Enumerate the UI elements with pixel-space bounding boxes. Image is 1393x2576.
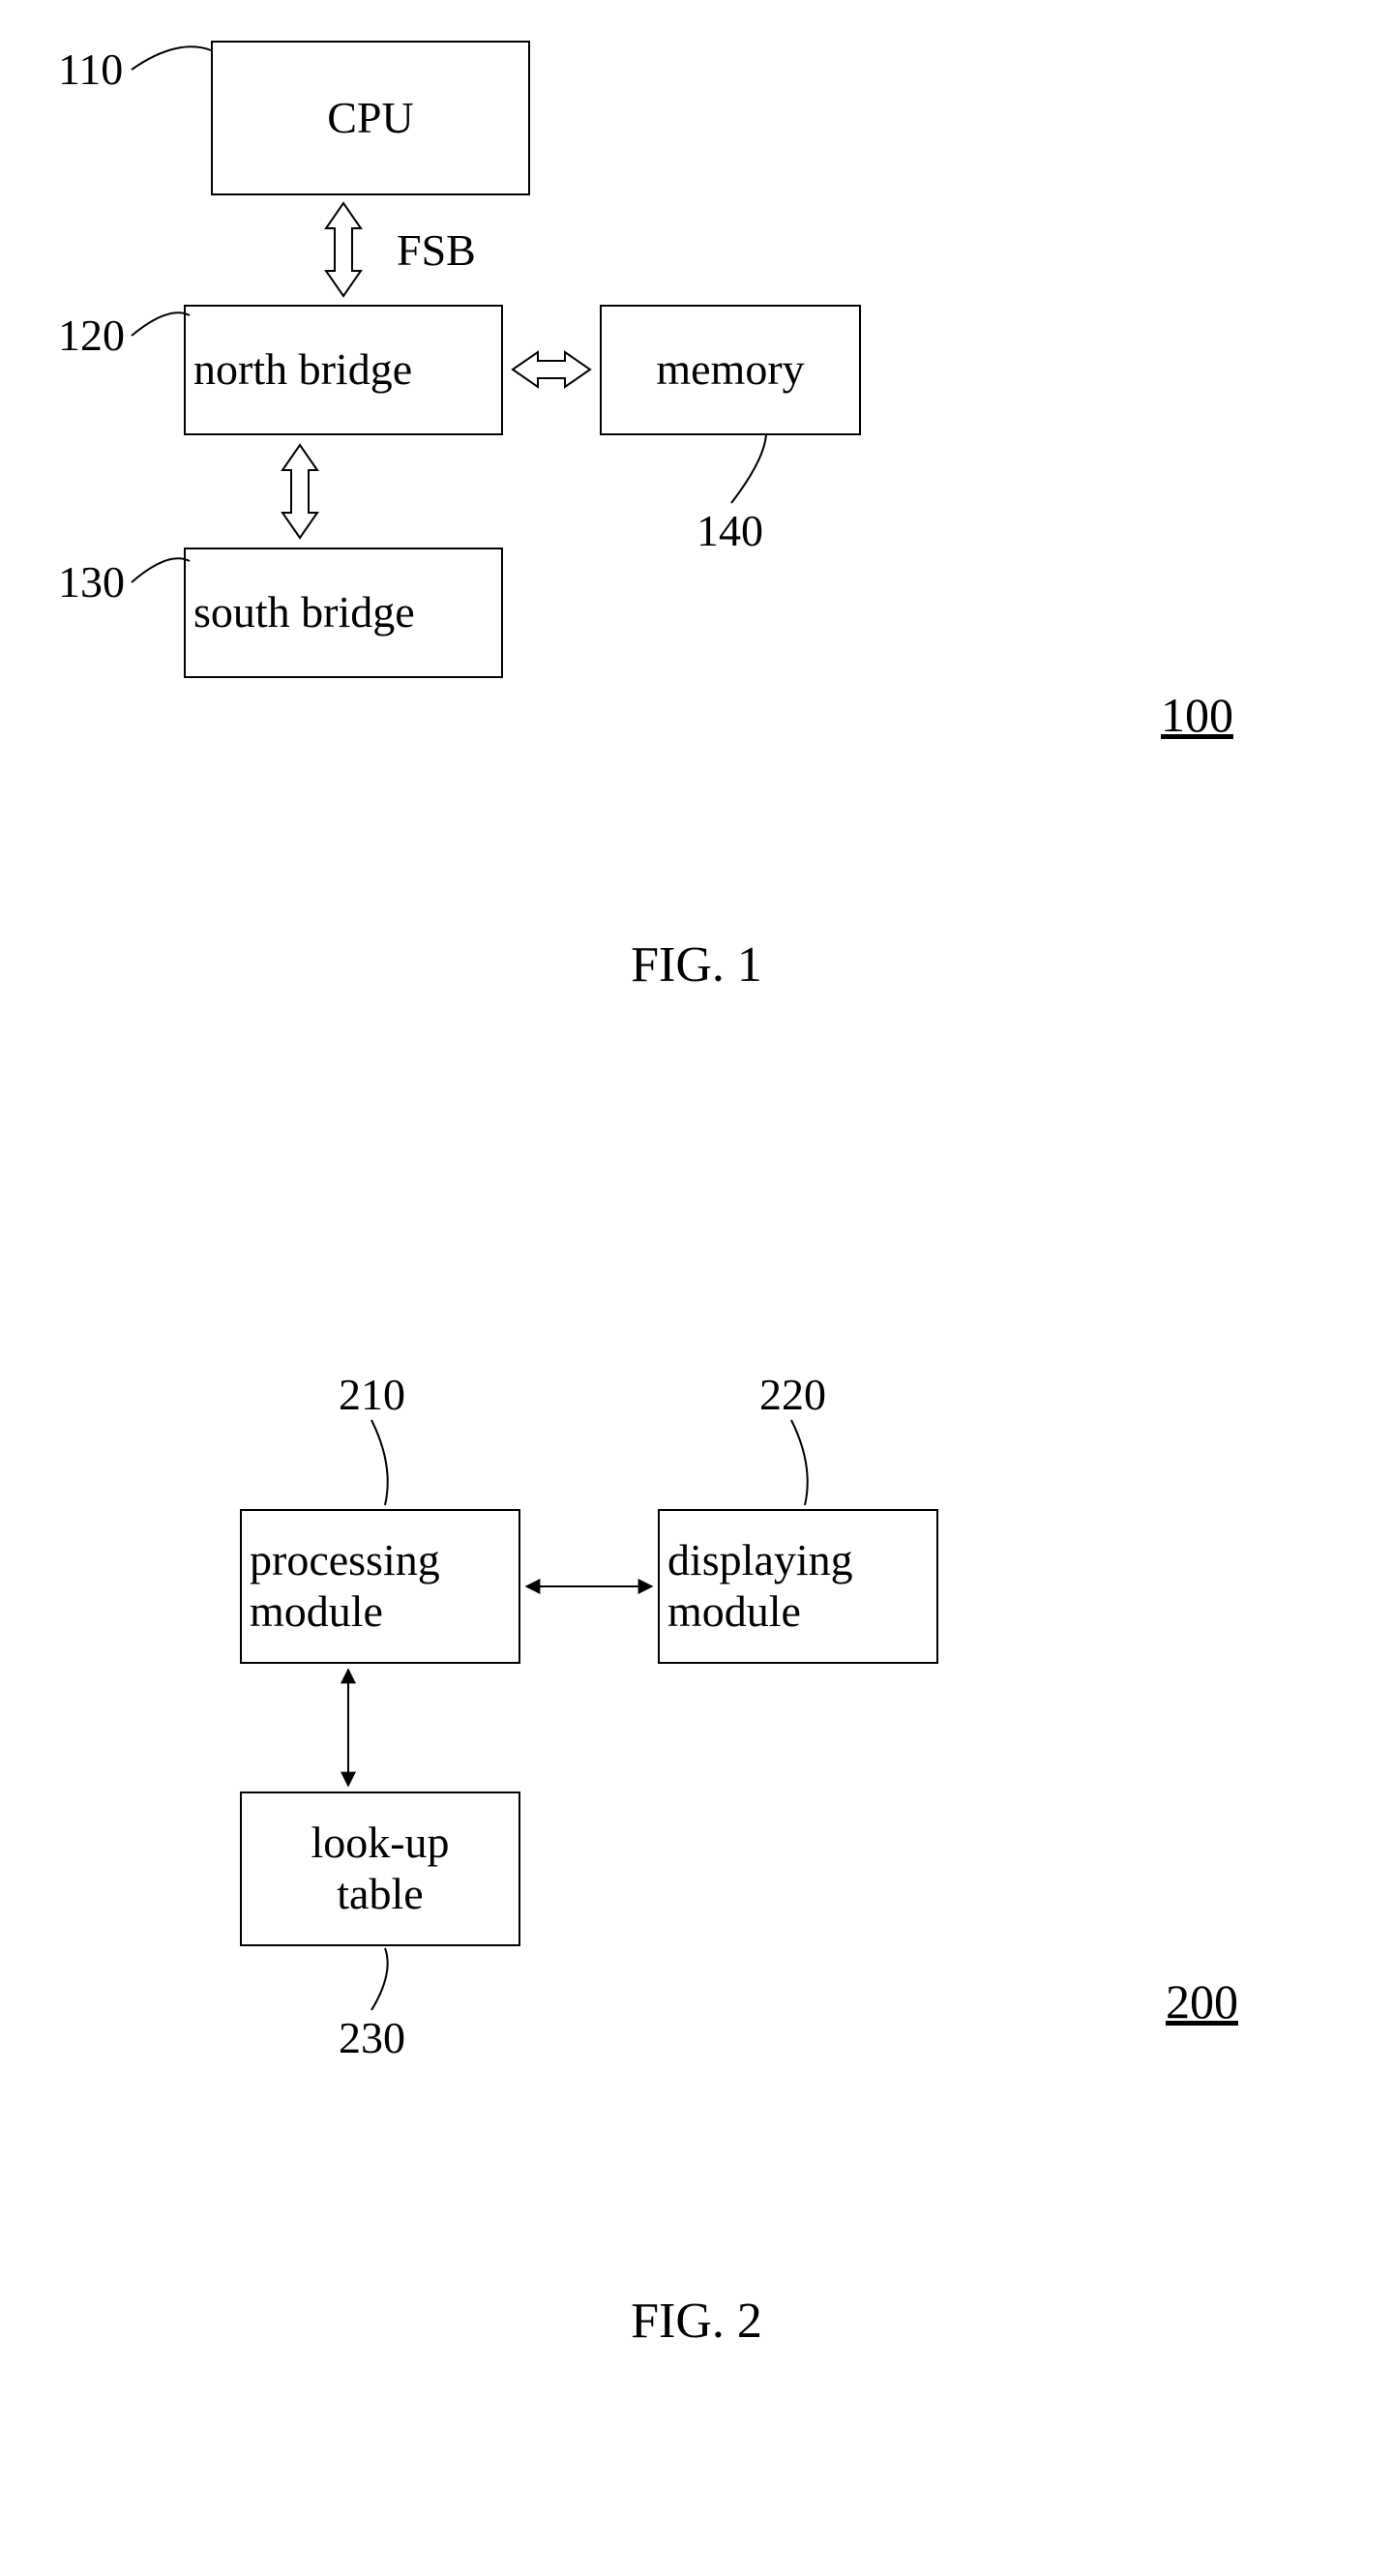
- fig1-south-box: south bridge: [184, 548, 503, 678]
- fig1-cpu-label: CPU: [327, 93, 413, 144]
- fig1-ref-130: 130: [58, 556, 125, 607]
- leader-130: [132, 558, 190, 582]
- fig1-memory-box: memory: [600, 305, 861, 435]
- fig2-processing-label: processing module: [250, 1535, 440, 1638]
- fig1-ref-110: 110: [58, 44, 123, 95]
- fig1-ref-140: 140: [696, 505, 763, 556]
- leader-230: [371, 1948, 388, 2010]
- leader-210: [371, 1420, 388, 1505]
- fig1-arrow-north-memory: [513, 352, 590, 387]
- fig1-memory-label: memory: [656, 344, 804, 396]
- fig2-ref-200: 200: [1166, 1973, 1238, 2029]
- fig1-fsb-label: FSB: [397, 224, 476, 276]
- fig1-south-label: south bridge: [193, 587, 415, 638]
- fig2-caption: FIG. 2: [0, 2293, 1393, 2350]
- leader-110: [132, 46, 211, 70]
- fig2-processing-box: processing module: [240, 1509, 520, 1664]
- fig2-lut-label: look-up table: [311, 1818, 449, 1920]
- page: CPU north bridge south bridge memory 110…: [0, 0, 1393, 2576]
- fig2-ref-230: 230: [339, 2012, 405, 2063]
- fig1-arrow-north-south: [282, 445, 317, 538]
- fig2-displaying-box: displaying module: [658, 1509, 938, 1664]
- fig1-north-label: north bridge: [193, 344, 412, 396]
- leader-120: [132, 312, 190, 336]
- fig2-ref-210: 210: [339, 1369, 405, 1420]
- fig1-caption: FIG. 1: [0, 936, 1393, 993]
- leader-140: [731, 435, 766, 503]
- fig1-ref-100: 100: [1161, 687, 1233, 743]
- fig2-displaying-label: displaying module: [667, 1535, 853, 1638]
- fig2-ref-220: 220: [759, 1369, 826, 1420]
- leader-220: [791, 1420, 808, 1505]
- fig1-ref-120: 120: [58, 310, 125, 361]
- fig2-lut-box: look-up table: [240, 1791, 520, 1946]
- fig1-arrow-cpu-north: [326, 203, 361, 296]
- fig1-cpu-box: CPU: [211, 41, 530, 195]
- fig1-north-box: north bridge: [184, 305, 503, 435]
